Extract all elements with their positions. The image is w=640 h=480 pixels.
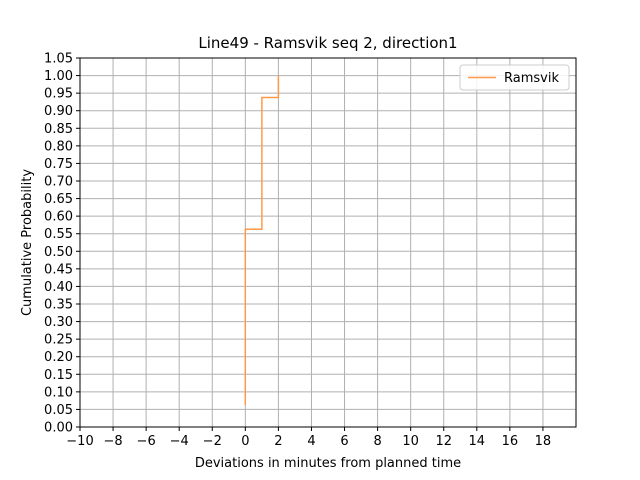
y-tick-label: 0.15 — [44, 368, 73, 383]
y-tick-label: 0.85 — [44, 122, 73, 137]
y-tick-label: 0.80 — [44, 139, 73, 154]
x-tick-label: 18 — [535, 434, 552, 449]
y-tick-label: 0.30 — [44, 315, 73, 330]
x-tick-label: 6 — [340, 434, 348, 449]
series-line-ramsvik — [244, 75, 280, 405]
x-tick-label: −2 — [203, 434, 222, 449]
chart-title: Line49 - Ramsvik seq 2, direction1 — [198, 34, 457, 52]
y-tick-label: 0.60 — [44, 210, 73, 225]
x-axis-label: Deviations in minutes from planned time — [195, 456, 461, 471]
x-tick-label: 0 — [241, 434, 249, 449]
y-tick-label: 0.65 — [44, 192, 73, 207]
y-tick-label: 0.50 — [44, 245, 73, 260]
x-axis-ticks: −10 −8 −6 −4 −2 0 2 4 6 8 10 12 14 16 18 — [66, 427, 551, 449]
y-axis-ticks: 0.00 0.05 0.10 0.15 0.20 0.25 0.30 0.35 0.40 0.45… — [44, 52, 80, 436]
y-tick-label: 0.45 — [44, 262, 73, 277]
y-tick-label: 0.05 — [44, 403, 73, 418]
y-tick-label: 0.00 — [44, 421, 73, 436]
x-tick-label: 10 — [402, 434, 419, 449]
x-tick-label: 2 — [274, 434, 282, 449]
legend-label: Ramsvik — [504, 71, 559, 86]
x-tick-label: 8 — [373, 434, 381, 449]
y-tick-label: 0.20 — [44, 350, 73, 365]
x-tick-label: −4 — [170, 434, 189, 449]
y-tick-label: 0.70 — [44, 175, 73, 190]
x-tick-label: 12 — [435, 434, 452, 449]
y-tick-label: 1.05 — [44, 52, 73, 67]
x-tick-label: −8 — [103, 434, 122, 449]
y-tick-label: 0.95 — [44, 87, 73, 102]
x-tick-label: 4 — [307, 434, 315, 449]
y-tick-label: 0.10 — [44, 385, 73, 400]
series-layer — [244, 75, 280, 405]
y-tick-label: 0.55 — [44, 227, 73, 242]
y-tick-label: 0.75 — [44, 157, 73, 172]
y-tick-label: 0.25 — [44, 333, 73, 348]
legend: Ramsvik — [459, 64, 570, 91]
y-tick-label: 0.35 — [44, 298, 73, 313]
y-axis-label: Cumulative Probability — [20, 169, 35, 316]
y-tick-label: 1.00 — [44, 69, 73, 84]
x-tick-label: 16 — [502, 434, 519, 449]
legend-box — [459, 64, 570, 91]
x-tick-label: 14 — [469, 434, 486, 449]
y-tick-label: 0.90 — [44, 104, 73, 119]
x-tick-label: −10 — [66, 434, 93, 449]
x-tick-label: −6 — [137, 434, 156, 449]
y-tick-label: 0.40 — [44, 280, 73, 295]
plot-frame — [79, 57, 577, 428]
